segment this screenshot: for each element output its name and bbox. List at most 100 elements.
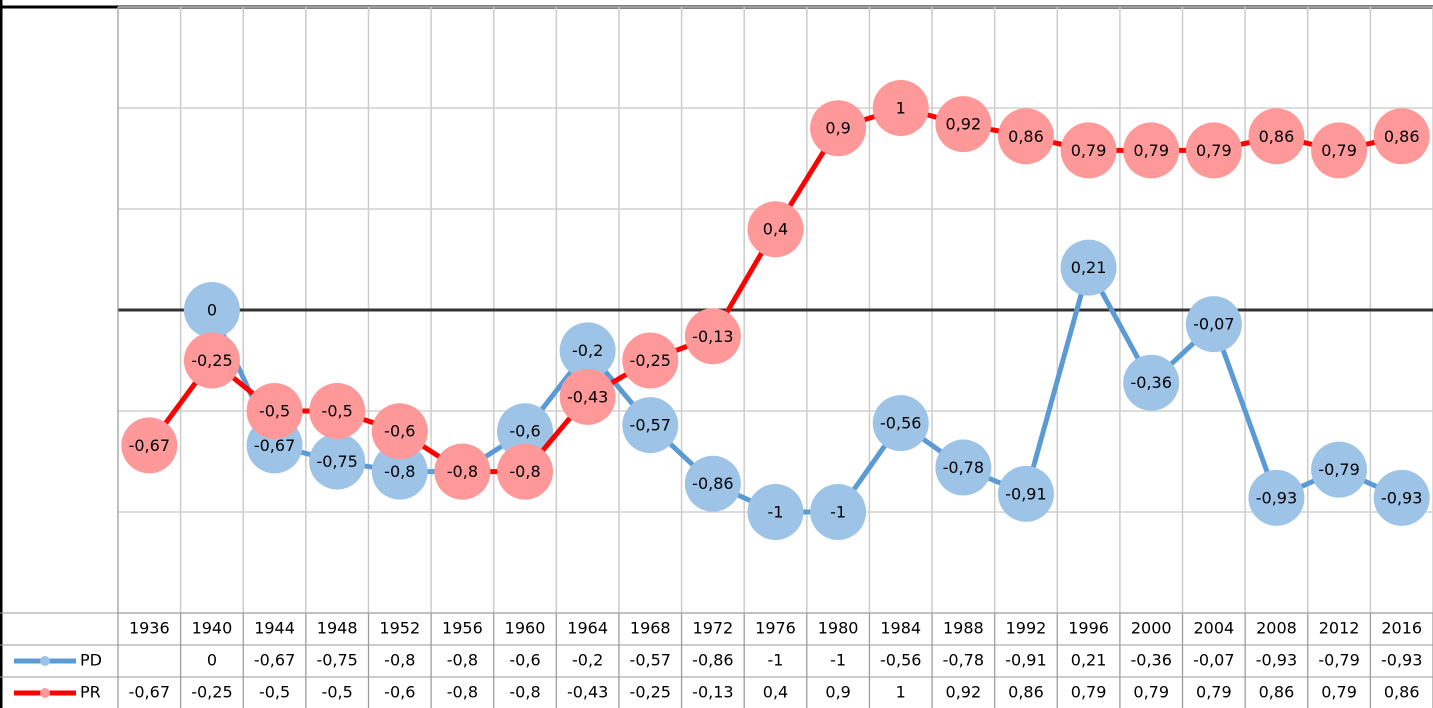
marker xyxy=(309,383,366,439)
data-label: -0,43 xyxy=(567,387,608,406)
data-label: 0,92 xyxy=(946,115,982,134)
data-label: -0,93 xyxy=(1256,488,1297,507)
data-label: -0,67 xyxy=(254,436,295,455)
table-value: 0 xyxy=(207,651,217,670)
x-tick-label: 1936 xyxy=(129,619,170,638)
marker xyxy=(559,368,616,425)
table-value: -0,93 xyxy=(1256,651,1297,670)
marker xyxy=(997,108,1054,165)
x-tick-label: 1992 xyxy=(1006,619,1047,638)
data-label: -0,5 xyxy=(259,402,290,421)
data-label: 0,79 xyxy=(1321,141,1357,160)
marker xyxy=(371,443,428,500)
table-value: 0,21 xyxy=(1071,651,1107,670)
x-tick-label: 2004 xyxy=(1193,619,1234,638)
table-value: -0,93 xyxy=(1381,651,1422,670)
marker xyxy=(1185,122,1242,179)
x-tick-label: 1972 xyxy=(693,619,734,638)
marker xyxy=(684,308,741,365)
table-value: 1 xyxy=(896,683,906,702)
table-value: -1 xyxy=(768,651,784,670)
marker xyxy=(246,383,303,439)
data-label: 0,86 xyxy=(1384,127,1420,146)
x-tick-label: 1944 xyxy=(254,619,295,638)
x-tick-label: 1940 xyxy=(192,619,233,638)
table-value: -0,75 xyxy=(316,651,357,670)
marker xyxy=(559,322,616,379)
table-value: -0,79 xyxy=(1318,651,1359,670)
table-value: 0,86 xyxy=(1259,683,1295,702)
table-value: -0,78 xyxy=(943,651,984,670)
data-label: -0,91 xyxy=(1005,484,1046,503)
x-tick-label: 1988 xyxy=(943,619,984,638)
table-value: 0,4 xyxy=(763,683,788,702)
data-label: -0,93 xyxy=(1381,488,1422,507)
marker xyxy=(622,332,679,389)
marker xyxy=(810,484,867,540)
marker xyxy=(747,201,804,258)
marker xyxy=(1311,441,1368,498)
data-label: -0,6 xyxy=(384,422,415,441)
data-label: -0,78 xyxy=(943,458,984,477)
data-label: -0,6 xyxy=(509,422,540,441)
marker xyxy=(935,439,992,496)
x-tick-label: 1984 xyxy=(880,619,921,638)
data-label: -0,07 xyxy=(1193,315,1234,334)
table-value: -0,57 xyxy=(630,651,671,670)
data-label: -0,8 xyxy=(509,462,540,481)
data-label: -0,36 xyxy=(1131,373,1172,392)
data-label: 0,79 xyxy=(1133,141,1169,160)
marker xyxy=(747,484,804,540)
x-tick-label: 2012 xyxy=(1319,619,1360,638)
marker xyxy=(183,332,240,389)
x-tick-label: 1968 xyxy=(630,619,671,638)
marker xyxy=(997,465,1054,522)
marker xyxy=(497,443,554,500)
data-label: -1 xyxy=(768,503,784,522)
table-value: -0,8 xyxy=(447,683,478,702)
marker xyxy=(1123,122,1180,179)
data-label: -0,79 xyxy=(1318,460,1359,479)
table-value: 0,79 xyxy=(1133,683,1169,702)
data-label: -0,56 xyxy=(880,414,921,433)
data-label: -0,75 xyxy=(316,452,357,471)
x-tick-label: 1980 xyxy=(818,619,859,638)
table-value: 0,79 xyxy=(1321,683,1357,702)
table-value: -0,13 xyxy=(692,683,733,702)
table-value: 0,9 xyxy=(825,683,850,702)
marker xyxy=(684,455,741,512)
marker xyxy=(1311,122,1368,179)
table-value: -0,36 xyxy=(1131,651,1172,670)
table-value: -0,5 xyxy=(322,683,353,702)
marker xyxy=(121,417,178,474)
x-tick-label: 1956 xyxy=(442,619,483,638)
legend-key-marker xyxy=(40,688,50,698)
marker xyxy=(872,80,929,136)
table-value: -0,86 xyxy=(692,651,733,670)
data-label: -0,25 xyxy=(191,351,232,370)
table-value: -0,5 xyxy=(259,683,290,702)
data-label: -1 xyxy=(830,503,846,522)
data-label: -0,8 xyxy=(447,462,478,481)
table-value: 0,79 xyxy=(1071,683,1107,702)
table-value: -0,67 xyxy=(129,683,170,702)
data-label: -0,67 xyxy=(129,436,170,455)
x-tick-label: 2008 xyxy=(1256,619,1297,638)
table-value: -0,07 xyxy=(1193,651,1234,670)
x-tick-label: 1952 xyxy=(379,619,420,638)
table-value: -0,8 xyxy=(447,651,478,670)
data-label: -0,13 xyxy=(692,327,733,346)
x-tick-label: 1996 xyxy=(1068,619,1109,638)
marker xyxy=(872,395,929,452)
table-value: -0,43 xyxy=(567,683,608,702)
table-value: -0,6 xyxy=(509,651,540,670)
data-label: -0,2 xyxy=(572,341,603,360)
x-tick-label: 2016 xyxy=(1381,619,1422,638)
marker xyxy=(1373,469,1430,526)
table-value: -0,25 xyxy=(630,683,671,702)
marker xyxy=(1185,296,1242,353)
marker xyxy=(622,397,679,454)
data-label: 0,4 xyxy=(763,220,788,239)
x-tick-label: 1948 xyxy=(317,619,358,638)
